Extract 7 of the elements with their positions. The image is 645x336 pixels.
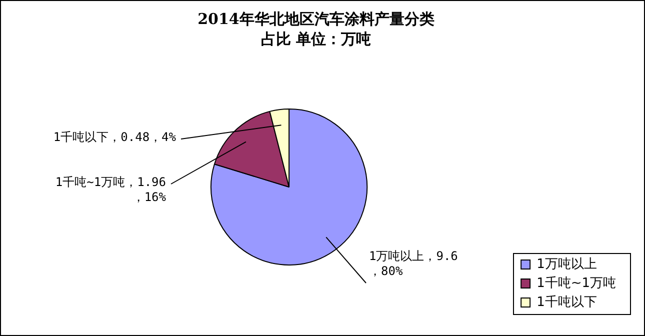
data-label: 1千吨以下，0.48，4% xyxy=(53,130,177,144)
legend-label: 1万吨以上 xyxy=(536,256,597,272)
chart-title: 2014年华北地区汽车涂料产量分类占比 单位：万吨 xyxy=(196,9,436,49)
data-label: 1万吨以上，9.6，80% xyxy=(369,249,458,278)
legend-label: 1千吨以下 xyxy=(536,294,597,310)
data-label: 1千吨~1万吨，1.96，16% xyxy=(55,175,167,204)
legend-label: 1千吨~1万吨 xyxy=(536,276,616,291)
